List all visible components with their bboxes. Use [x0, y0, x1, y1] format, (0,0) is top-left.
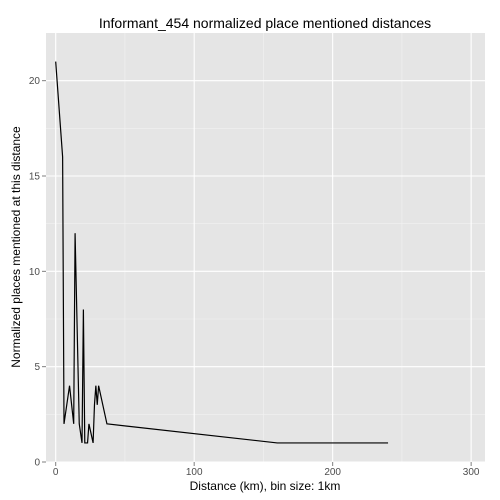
chart-title: Informant_454 normalized place mentioned…	[99, 15, 431, 31]
x-tick-label: 200	[324, 467, 341, 478]
plot-panel	[46, 33, 485, 462]
x-tick-label: 300	[463, 467, 480, 478]
y-tick-label: 20	[29, 76, 41, 87]
y-tick-label: 0	[34, 458, 40, 469]
minor-gridlines	[46, 33, 485, 462]
series-layer	[55, 61, 389, 444]
y-tick-label: 10	[29, 267, 41, 278]
series-line	[55, 61, 389, 444]
y-tick-label: 5	[34, 362, 40, 373]
x-axis-title: Distance (km), bin size: 1km	[190, 479, 341, 493]
y-axis-ticks: 0 5 10 15 20	[29, 76, 46, 469]
x-tick-label: 100	[186, 467, 203, 478]
x-axis-ticks: 0 100 200 300	[53, 462, 480, 478]
major-gridlines	[46, 33, 485, 463]
y-tick-label: 15	[29, 172, 41, 183]
x-tick-label: 0	[53, 467, 59, 478]
y-axis-title: Normalized places mentioned at this dist…	[9, 126, 23, 368]
